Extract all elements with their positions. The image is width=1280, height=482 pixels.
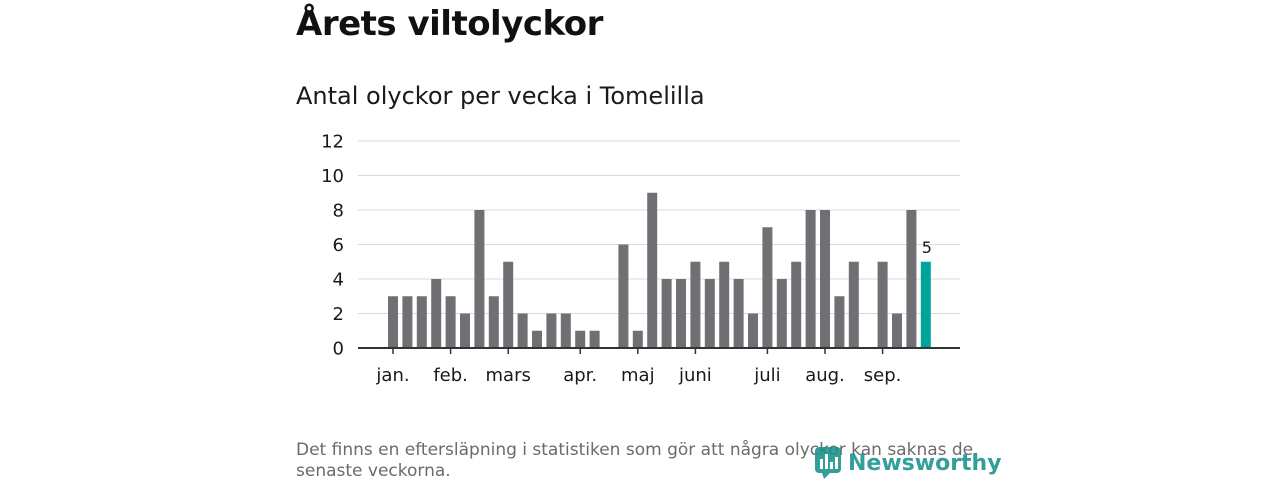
bar bbox=[776, 279, 787, 348]
bar bbox=[661, 279, 672, 348]
y-tick-label: 8 bbox=[333, 201, 344, 222]
bar bbox=[762, 227, 773, 348]
bar bbox=[676, 279, 686, 348]
bar bbox=[805, 210, 816, 348]
bar bbox=[877, 261, 888, 348]
bar bbox=[416, 296, 427, 348]
bar bbox=[719, 261, 730, 348]
newsworthy-logo-text: Newsworthy bbox=[848, 450, 1002, 476]
bar bbox=[618, 244, 629, 348]
bar bbox=[517, 313, 528, 348]
bar bbox=[431, 279, 442, 348]
bar bbox=[388, 296, 398, 348]
x-tick-label: jan. bbox=[375, 365, 409, 386]
bar bbox=[589, 330, 600, 348]
y-tick-label: 6 bbox=[333, 235, 344, 256]
y-tick-label: 10 bbox=[321, 166, 344, 187]
newsworthy-logo: Newsworthy bbox=[814, 446, 1002, 480]
bar bbox=[632, 330, 643, 348]
bar bbox=[820, 210, 830, 348]
y-tick-label: 2 bbox=[333, 304, 344, 325]
data-label: 5 bbox=[922, 238, 932, 257]
bar bbox=[488, 296, 499, 348]
bar bbox=[748, 313, 758, 348]
bar bbox=[575, 330, 586, 348]
chart-title: Antal olyckor per vecka i Tomelilla bbox=[296, 82, 705, 110]
bar bbox=[402, 296, 413, 348]
y-tick-label: 12 bbox=[321, 132, 344, 153]
x-tick-label: apr. bbox=[563, 365, 597, 386]
bar bbox=[791, 261, 802, 348]
x-tick-label: maj bbox=[621, 365, 655, 386]
bar bbox=[460, 313, 470, 348]
x-tick-label: mars bbox=[486, 365, 531, 386]
bar bbox=[560, 313, 571, 348]
bar bbox=[532, 330, 542, 348]
bar bbox=[546, 313, 557, 348]
bar bbox=[503, 261, 514, 348]
y-tick-label: 0 bbox=[333, 339, 344, 360]
x-tick-label: feb. bbox=[433, 365, 468, 386]
y-tick-label: 4 bbox=[333, 270, 344, 291]
x-tick-label: aug. bbox=[805, 365, 845, 386]
bar bbox=[834, 296, 845, 348]
bar bbox=[906, 210, 917, 348]
newsworthy-logo-icon bbox=[815, 447, 841, 479]
x-tick-label: juli bbox=[753, 365, 780, 386]
bar bbox=[704, 279, 715, 348]
bar bbox=[733, 279, 744, 348]
x-tick-label: juni bbox=[678, 365, 712, 386]
footnote: Det finns en eftersläpning i statistiken… bbox=[296, 440, 974, 481]
page-title: Årets viltolyckor bbox=[296, 4, 603, 44]
bar bbox=[892, 313, 902, 348]
bar bbox=[647, 192, 658, 348]
bar bbox=[445, 296, 456, 348]
weekly-accidents-bar-chart: 0 2 4 6 8 10 12 5 jan. feb. mars apr. maj juni juli aug… bbox=[321, 132, 960, 386]
bar bbox=[474, 210, 485, 348]
x-tick-label: sep. bbox=[864, 365, 902, 386]
bar bbox=[690, 261, 701, 348]
bar bbox=[848, 261, 859, 348]
bar-highlighted bbox=[920, 261, 931, 348]
